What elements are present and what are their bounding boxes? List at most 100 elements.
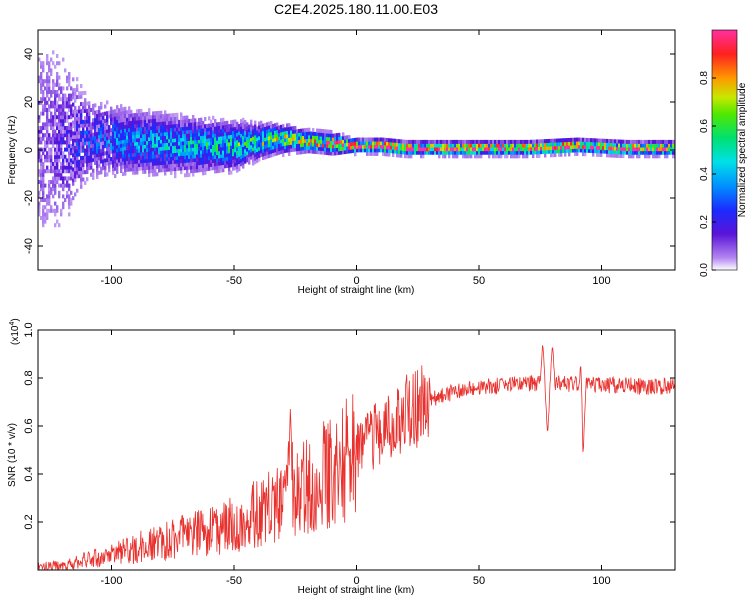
- spectrogram-cell: [174, 163, 177, 168]
- spectrogram-cell: [116, 130, 119, 135]
- spectrogram-cell: [88, 158, 91, 163]
- spectrogram-cell: [152, 115, 155, 120]
- spectrogram-cell: [88, 122, 91, 127]
- spectrogram-cell: [40, 180, 43, 184]
- spectrogram-cell: [282, 152, 285, 157]
- spectrogram-cell: [58, 126, 61, 130]
- spectrogram-cell: [570, 137, 573, 142]
- spectrogram-cell: [76, 138, 79, 143]
- spectrogram-cell: [128, 167, 131, 172]
- spectrogram-cell: [218, 132, 221, 137]
- spectrogram-cell: [310, 142, 313, 147]
- spectrogram-cell: [212, 115, 215, 120]
- spectrogram-cell: [188, 136, 191, 141]
- spectrogram-cell: [122, 150, 125, 155]
- spectrogram-cell: [96, 113, 99, 118]
- spectrogram-cell: [246, 143, 249, 148]
- spectrogram-cell: [260, 138, 263, 143]
- spectrogram-cell: [296, 132, 299, 137]
- spectrogram-cell: [216, 158, 219, 163]
- spectrogram-cell: [232, 152, 235, 157]
- spectrogram-cell: [94, 128, 97, 133]
- spectrogram-cell: [170, 170, 173, 175]
- spectrogram-cell: [260, 153, 263, 158]
- spectrogram-cell: [176, 112, 179, 117]
- spectrogram-cell: [72, 77, 75, 82]
- spectrogram-cell: [160, 132, 163, 137]
- spectrogram-cell: [40, 136, 43, 141]
- spectrogram-cell: [644, 143, 647, 148]
- spectrogram-cell: [486, 139, 489, 144]
- spectrogram-cell: [82, 101, 85, 106]
- spectrogram-cell: [38, 151, 41, 156]
- spectrogram-cell: [50, 104, 53, 109]
- spectrogram-cell: [106, 125, 109, 130]
- spectrogram-cell: [74, 142, 77, 147]
- spectrogram-cell: [54, 129, 57, 134]
- spectrogram-cell: [316, 135, 319, 140]
- spectrogram-cell: [126, 124, 129, 129]
- spectrogram-cell: [232, 155, 235, 160]
- spectrogram-cell: [466, 143, 469, 148]
- spectrogram-cell: [56, 136, 59, 141]
- spectrogram-cell: [158, 150, 161, 155]
- spectrogram-cell: [154, 143, 157, 148]
- spectrogram-cell: [96, 153, 99, 158]
- spectrogram-cell: [624, 150, 627, 155]
- spectrogram-cell: [202, 153, 205, 158]
- spectrogram-cell: [186, 169, 189, 174]
- spectrogram-cell: [552, 153, 555, 158]
- spectrogram-cell: [208, 159, 211, 164]
- spectrogram-cell: [564, 141, 567, 146]
- spectrogram-cell: [256, 148, 259, 153]
- spectrogram-cell: [348, 135, 351, 140]
- figure-title: C2E4.2025.180.11.00.E03: [274, 1, 438, 17]
- spectrogram-cell: [80, 91, 83, 96]
- spectrogram-cell: [72, 134, 75, 139]
- spectrogram-cell: [144, 151, 147, 156]
- spectrogram-cell: [60, 86, 63, 91]
- spectrogram-cell: [232, 145, 235, 150]
- spectrogram-cell: [364, 137, 367, 142]
- spectrogram-cell: [158, 143, 161, 148]
- spectrogram-cell: [108, 143, 111, 148]
- spectrogram-cell: [74, 106, 77, 111]
- spectrogram-cell: [120, 114, 123, 119]
- spectrogram-cell: [170, 138, 173, 143]
- spectrogram-cell: [72, 174, 75, 179]
- spectrogram-cell: [182, 133, 185, 138]
- spectrogram-cell: [258, 146, 261, 151]
- spectrogram-cell: [584, 148, 587, 153]
- spectrogram-cell: [630, 139, 633, 144]
- spectrogram-cell: [40, 129, 43, 134]
- spectrogram-cell: [124, 106, 127, 111]
- spectrogram-cell: [590, 141, 593, 146]
- spectrogram-cell: [44, 169, 47, 174]
- spectrogram-cell: [98, 109, 101, 114]
- spectrogram-cell: [496, 143, 499, 148]
- spectrogram-cell: [144, 140, 147, 145]
- spectrogram-cell: [610, 153, 613, 158]
- spectrogram-cell: [144, 119, 147, 124]
- spectrogram-cell: [270, 149, 273, 154]
- spectrogram-cell: [62, 126, 65, 130]
- spectrogram-cell: [296, 140, 299, 145]
- spectrogram-cell: [114, 112, 117, 117]
- spectrogram-cell: [190, 136, 193, 141]
- spectrogram-cell: [90, 143, 93, 148]
- spectrogram-cell: [144, 166, 147, 171]
- spectrogram-cell: [266, 154, 269, 159]
- spectrogram-cell: [176, 166, 179, 171]
- spectrogram-cell: [288, 123, 291, 128]
- spectrogram-cell: [424, 150, 427, 155]
- spectrogram-cell: [442, 143, 445, 148]
- spectrogram-cell: [40, 111, 43, 116]
- spectrogram-cell: [374, 137, 377, 142]
- spectrogram-cell: [178, 155, 181, 160]
- colorbar-tick-label: 0.2: [699, 215, 710, 229]
- spectrogram-cell: [330, 144, 333, 149]
- spectrogram-cell: [452, 139, 455, 144]
- spectrogram-cell: [64, 176, 67, 181]
- spectrogram-cell: [612, 142, 615, 147]
- spectrogram-cell: [48, 90, 51, 94]
